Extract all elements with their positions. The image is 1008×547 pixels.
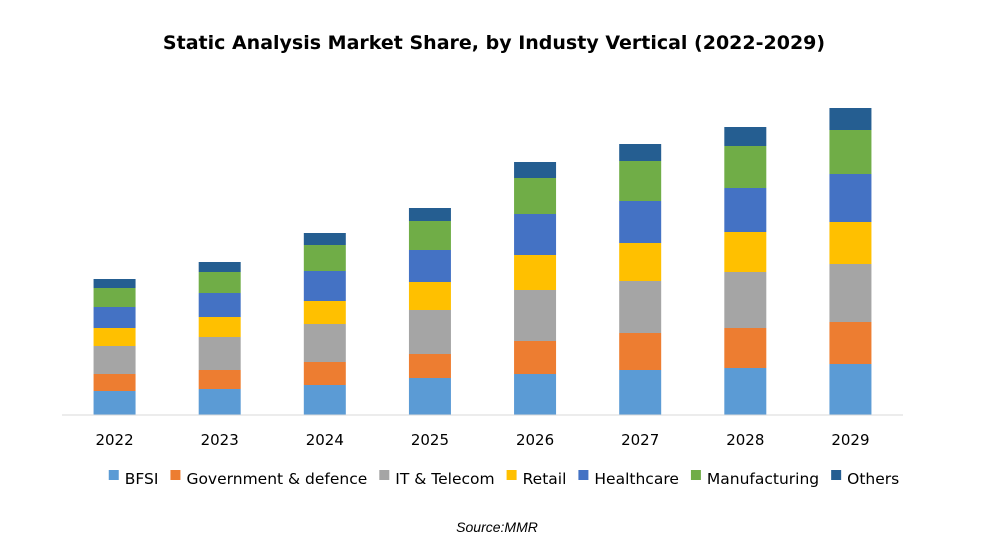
legend-swatch-retail [506,470,517,480]
bar-government-and-defence-2025 [408,354,451,378]
bar-retail-2026 [514,255,557,290]
bar-it-and-telecom-2026 [514,290,557,341]
bars-layer [93,108,872,415]
bar-stack-2022 [93,279,136,415]
x-tick-labels: 2022 2023 2024 2025 2026 2027 2028 2029 [95,431,869,449]
bar-others-2022 [93,279,136,288]
bar-manufacturing-2029 [829,130,872,174]
bar-it-and-telecom-2028 [724,272,767,328]
bar-stack-2028 [724,127,767,415]
bar-retail-2024 [303,301,346,324]
legend-item-it-and-telecom: IT & Telecom [379,470,495,488]
bar-bfsi-2027 [619,370,662,415]
bar-healthcare-2022 [93,307,136,328]
legend-item-government-and-defence: Government & defence [170,470,367,488]
bar-government-and-defence-2023 [198,370,241,389]
bar-retail-2029 [829,222,872,264]
x-tick-label-2023: 2023 [201,431,239,449]
bar-retail-2027 [619,243,662,281]
bar-manufacturing-2022 [93,288,136,307]
x-tick-label-2028: 2028 [726,431,764,449]
bar-it-and-telecom-2029 [829,264,872,322]
x-tick-label-2029: 2029 [831,431,869,449]
legend-swatch-others [831,470,842,480]
legend-item-others: Others [831,470,899,488]
legend-swatch-bfsi [108,470,119,480]
bar-stack-2027 [619,144,662,415]
bar-government-and-defence-2022 [93,374,136,391]
bar-it-and-telecom-2025 [408,310,451,354]
bar-bfsi-2029 [829,364,872,415]
bar-government-and-defence-2024 [303,362,346,385]
legend-label-retail: Retail [523,470,567,488]
x-tick-label-2026: 2026 [516,431,554,449]
x-tick-label-2022: 2022 [95,431,133,449]
bar-manufacturing-2028 [724,146,767,188]
bar-manufacturing-2023 [198,272,241,293]
bar-bfsi-2028 [724,368,767,415]
bar-healthcare-2029 [829,174,872,222]
legend-item-healthcare: Healthcare [578,470,679,488]
bar-others-2027 [619,144,662,161]
legend-label-manufacturing: Manufacturing [707,470,819,488]
bar-healthcare-2027 [619,201,662,243]
bar-stack-2023 [198,262,241,415]
legend-swatch-manufacturing [690,470,701,480]
legend-item-retail: Retail [506,470,567,488]
bar-others-2025 [408,208,451,221]
bar-others-2023 [198,262,241,272]
bar-government-and-defence-2029 [829,322,872,364]
bar-retail-2028 [724,232,767,272]
bar-retail-2023 [198,317,241,337]
bar-government-and-defence-2028 [724,328,767,368]
bar-bfsi-2025 [408,378,451,415]
bar-it-and-telecom-2023 [198,337,241,370]
x-tick-label-2027: 2027 [621,431,659,449]
bar-it-and-telecom-2024 [303,324,346,362]
bar-healthcare-2023 [198,293,241,317]
bar-bfsi-2022 [93,391,136,415]
bar-stack-2024 [303,233,346,415]
bar-stack-2025 [408,208,451,415]
bar-stack-2029 [829,108,872,415]
legend-label-others: Others [847,470,899,488]
legend-swatch-government-and-defence [170,470,181,480]
bar-bfsi-2026 [514,374,557,415]
legend-swatch-healthcare [578,470,589,480]
bar-others-2026 [514,162,557,178]
legend: BFSI Government & defence IT & Telecom Reta… [108,470,899,488]
bar-others-2024 [303,233,346,245]
legend-item-bfsi: BFSI [108,470,159,488]
legend-label-government-and-defence: Government & defence [186,470,367,488]
legend-label-bfsi: BFSI [125,470,159,488]
bar-it-and-telecom-2027 [619,281,662,333]
bar-bfsi-2023 [198,389,241,415]
bar-manufacturing-2027 [619,161,662,201]
bar-stack-2026 [514,162,557,415]
bar-manufacturing-2024 [303,245,346,271]
bar-others-2028 [724,127,767,146]
legend-label-it-and-telecom: IT & Telecom [395,470,494,488]
bar-healthcare-2026 [514,214,557,255]
bar-government-and-defence-2027 [619,333,662,370]
bar-government-and-defence-2026 [514,341,557,374]
bar-healthcare-2024 [303,271,346,301]
chart-title: Static Analysis Market Share, by Industy… [163,32,825,54]
legend-label-healthcare: Healthcare [594,470,679,488]
bar-manufacturing-2026 [514,178,557,214]
x-tick-label-2024: 2024 [306,431,344,449]
source-label: Source:MMR [456,519,538,535]
legend-item-manufacturing: Manufacturing [690,470,819,488]
bar-healthcare-2025 [408,250,451,282]
x-tick-label-2025: 2025 [411,431,449,449]
legend-swatch-it-and-telecom [379,470,390,480]
bar-others-2029 [829,108,872,130]
bar-it-and-telecom-2022 [93,346,136,374]
bar-retail-2022 [93,328,136,346]
bar-bfsi-2024 [303,385,346,415]
bar-healthcare-2028 [724,188,767,232]
bar-manufacturing-2025 [408,221,451,250]
bar-retail-2025 [408,282,451,310]
